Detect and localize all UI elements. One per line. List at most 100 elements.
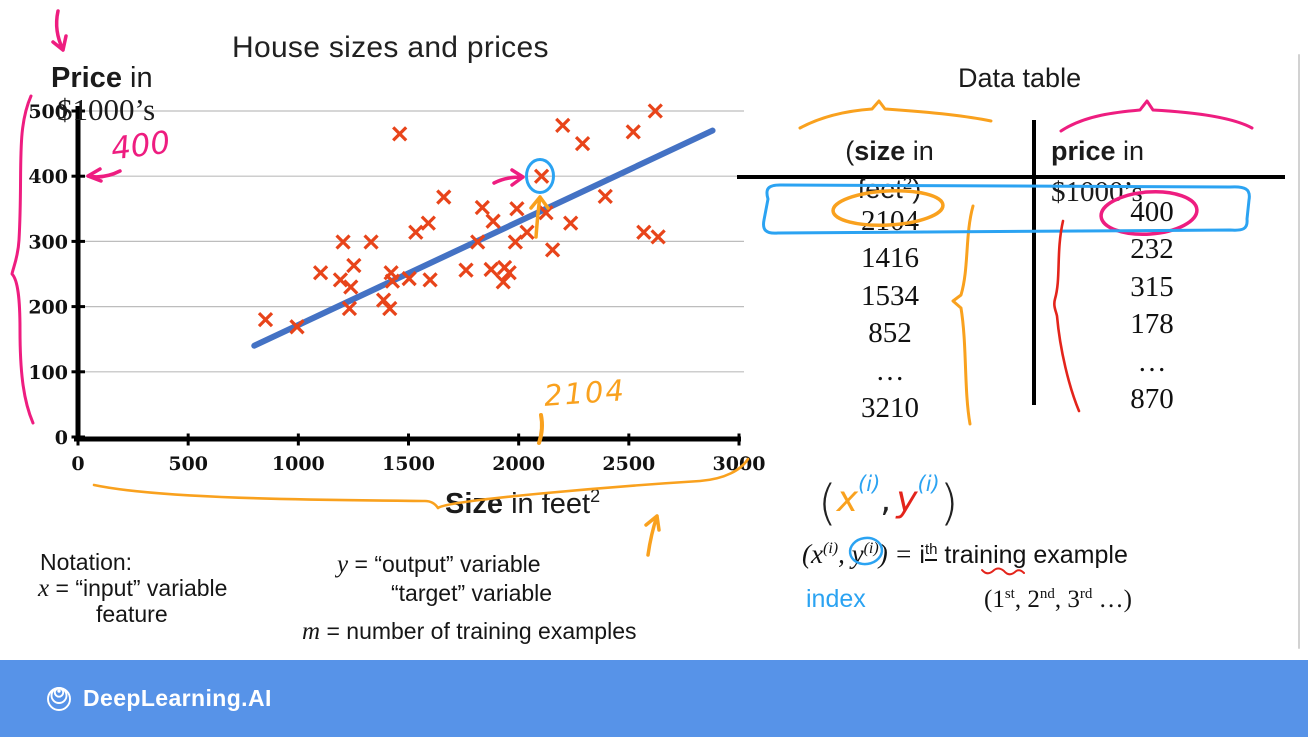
brand-name: DeepLearning.AI (83, 685, 272, 711)
price-column-values: 400 232 315 178 … 870 (1064, 194, 1240, 418)
x-axis-title-rest: in feet (503, 488, 591, 520)
training-example-formula: (x(i), y(i)) = ith training example (802, 539, 1128, 570)
table-cell-size: 1416 (861, 242, 919, 275)
data-point-x-marker (375, 292, 392, 308)
price-column-header: price in (1051, 136, 1144, 167)
x-tick-labels: 0 500 1000 1500 2000 2500 3000 (71, 453, 765, 475)
data-point-x-marker (555, 117, 571, 133)
data-point-x-marker (458, 262, 474, 278)
x-tick-label: 2500 (602, 453, 655, 475)
orange-up-arrow-at-point-ink (529, 195, 550, 239)
data-point-x-marker (289, 319, 305, 335)
table-header-rule (737, 175, 1285, 179)
y-tick-label: 200 (28, 297, 68, 319)
pink-arrow-at-400-tick-ink (86, 167, 122, 183)
data-point-x-marker (383, 265, 399, 281)
formula-th-sup: th (924, 541, 938, 561)
data-point-x-marker (408, 224, 424, 240)
y-tick-label: 0 (55, 427, 68, 449)
data-point-x-marker (597, 188, 613, 205)
ordinal-1-sup: st (1004, 586, 1015, 602)
trend-line (251, 127, 716, 349)
data-point-x-marker (509, 201, 525, 217)
x-tick-label: 0 (71, 453, 84, 475)
data-point-x-marker (474, 199, 490, 216)
data-point-x-marker (436, 189, 452, 205)
data-point-x-marker (332, 272, 349, 288)
x-tick-label: 1500 (382, 453, 435, 475)
notation-y-def: = “output” variable (348, 551, 541, 577)
notation-m-var: m (302, 618, 321, 645)
gridlines (80, 110, 744, 373)
table-cell-price: 178 (1130, 308, 1174, 341)
formula-rest: training example (937, 541, 1128, 569)
table-cell-size: 2104 (861, 205, 919, 237)
hw-comma: , (880, 480, 892, 520)
table-cell-price: 315 (1130, 270, 1174, 303)
notation-target-line: “target” variable (391, 580, 553, 606)
size-header-bold: size (854, 136, 906, 166)
index-label: index (806, 585, 866, 613)
notation-heading: Notation: (40, 549, 133, 575)
ordinal-2: , 2 (1014, 586, 1040, 613)
data-table-title: Data table (958, 63, 1082, 93)
blue-circle-around-point-ink (525, 158, 555, 194)
y-axis-title-bold: Price (51, 62, 122, 94)
data-point-x-marker (483, 261, 499, 278)
hw-y-superscript: (i) (917, 472, 940, 496)
data-point-x-marker (312, 265, 329, 281)
ordinals-note: (1st, 2nd, 3rd …) (984, 586, 1132, 614)
data-point-x-marker (650, 229, 666, 245)
y-tick-label: 300 (28, 231, 68, 253)
data-point-x-marker (392, 126, 408, 142)
orange-brace-over-size-ink (798, 99, 993, 130)
x-tick-label: 3000 (713, 453, 766, 475)
x-tick-label: 2000 (492, 453, 545, 475)
data-point-x-marker (533, 168, 550, 184)
orange-xaxis-brace-ink (92, 457, 750, 510)
data-point-x-marker (384, 273, 401, 289)
table-cell-size: 852 (868, 317, 912, 350)
x-tick-label: 1000 (272, 453, 325, 475)
formula-i: i (919, 541, 925, 569)
table-cell-size: 3210 (861, 391, 919, 424)
handwritten-training-pair: (x(i), y(i)) (818, 472, 958, 531)
formula-open: (x (802, 539, 823, 569)
size-column-header: (size in (797, 136, 982, 167)
table-cell-price: 870 (1130, 382, 1174, 415)
ordinal-1: (1 (984, 586, 1005, 613)
data-point-x-marker (346, 257, 362, 274)
ordinal-2-sup: nd (1039, 586, 1055, 602)
data-point-x-marker (382, 300, 398, 317)
ordinal-end: …) (1092, 586, 1132, 613)
size-header-paren: ( (845, 136, 855, 166)
size-header-close-paren: ) (912, 174, 922, 204)
data-point-x-marker (519, 224, 535, 240)
size-column-header-line2: feet2) (797, 174, 982, 205)
table-column-divider (1032, 120, 1036, 405)
footer-bar: DeepLearning.AI (0, 660, 1308, 737)
x-tick-label: 500 (168, 453, 208, 475)
formula-mid: , y (838, 539, 864, 569)
pink-brace-over-price-ink (1059, 99, 1254, 133)
data-point-x-marker (257, 312, 274, 328)
data-point-x-marker (363, 234, 379, 250)
hw-x-symbol: x (836, 479, 859, 520)
data-point-x-marker (496, 259, 513, 276)
notation-feature-line: feature (96, 601, 168, 627)
notation-y-line: y = “output” variable (337, 551, 541, 579)
notation-x-def: = “input” variable (49, 575, 228, 601)
table-cell-price: … (1137, 345, 1167, 378)
hw-open-paren: ( (818, 475, 837, 531)
y-tick-label: 400 (28, 166, 68, 188)
hw-x-superscript: (i) (858, 472, 881, 496)
data-point-x-marker (563, 215, 579, 231)
x-axis-title-sup: 2 (590, 486, 601, 506)
handwritten-size-label: 2104 (542, 373, 627, 413)
orange-arrow-at-feet-ink (644, 514, 661, 557)
price-header-rest: in (1115, 136, 1145, 166)
pink-down-arrow-ink (51, 9, 68, 52)
handwritten-price-label: 400 (109, 124, 173, 168)
price-header-bold: price (1051, 136, 1116, 166)
